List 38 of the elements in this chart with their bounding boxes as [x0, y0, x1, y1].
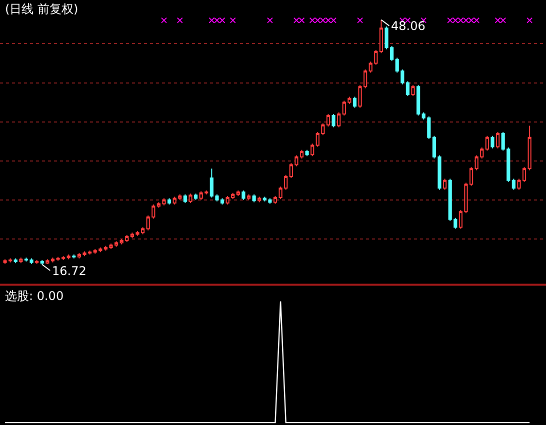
candlestick — [66, 254, 70, 260]
candlestick — [496, 131, 500, 149]
candlestick — [326, 113, 330, 127]
candlestick — [300, 149, 304, 159]
candlestick — [305, 149, 309, 157]
candlestick — [46, 258, 50, 264]
candlestick — [337, 112, 341, 128]
candlestick — [252, 194, 256, 203]
candlestick — [443, 178, 447, 190]
candlestick — [411, 84, 415, 97]
candlestick — [236, 190, 240, 196]
candlestick — [332, 113, 336, 128]
annotation: 48.06 — [391, 19, 426, 33]
candlestick — [19, 257, 23, 264]
chart-title: (日线 前复权) — [5, 2, 78, 16]
candlestick — [246, 194, 251, 200]
candlestick — [14, 258, 18, 264]
chart-title: 选股: 0.00 — [5, 289, 64, 303]
candlestick — [352, 96, 357, 108]
candlestick — [167, 198, 172, 206]
candlestick — [188, 193, 192, 204]
annotation: 16.72 — [52, 264, 86, 278]
candlestick — [490, 135, 494, 149]
candlestick — [35, 259, 39, 264]
candlestick — [310, 143, 314, 157]
candlestick — [258, 196, 262, 203]
candlestick — [273, 195, 278, 204]
candlestick — [416, 84, 420, 116]
candlestick — [194, 193, 198, 200]
candlestick — [512, 178, 516, 190]
candlestick — [183, 194, 187, 204]
candlestick — [379, 19, 384, 54]
candlestick — [528, 125, 532, 171]
candlestick — [40, 259, 44, 266]
candlestick — [242, 190, 246, 200]
candlestick — [485, 135, 489, 152]
candlestick — [72, 254, 76, 259]
candlestick — [406, 80, 410, 97]
